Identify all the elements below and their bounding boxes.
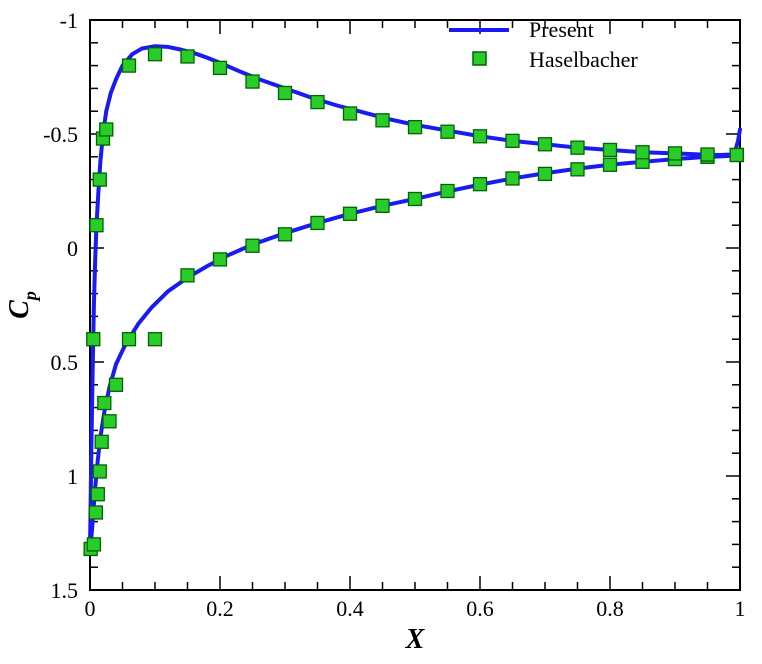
haselbacher-marker: [103, 415, 116, 428]
haselbacher-marker: [604, 143, 617, 156]
haselbacher-marker: [95, 435, 108, 448]
haselbacher-marker: [149, 48, 162, 61]
x-tick-label: 0.8: [596, 596, 624, 621]
haselbacher-marker: [246, 75, 259, 88]
haselbacher-marker: [376, 114, 389, 127]
haselbacher-marker: [474, 130, 487, 143]
legend-label-present: Present: [529, 17, 594, 42]
haselbacher-marker: [279, 228, 292, 241]
haselbacher-marker: [123, 59, 136, 72]
haselbacher-marker: [87, 538, 100, 551]
haselbacher-marker: [214, 61, 227, 74]
haselbacher-marker: [181, 50, 194, 63]
haselbacher-marker: [246, 239, 259, 252]
y-tick-label: 0: [67, 236, 78, 261]
x-tick-label: 0.4: [336, 596, 364, 621]
y-tick-label: 1: [67, 464, 78, 489]
haselbacher-marker: [93, 173, 106, 186]
haselbacher-marker: [123, 333, 136, 346]
x-tick-label: 0.2: [206, 596, 234, 621]
haselbacher-marker: [149, 333, 162, 346]
haselbacher-marker: [409, 192, 422, 205]
haselbacher-marker: [701, 148, 714, 161]
haselbacher-marker: [100, 123, 113, 136]
haselbacher-marker: [344, 107, 357, 120]
haselbacher-marker: [87, 333, 100, 346]
chart-svg: 00.20.40.60.81-1-0.500.511.5XCpPresentHa…: [0, 0, 762, 664]
haselbacher-marker: [636, 146, 649, 159]
haselbacher-marker: [409, 121, 422, 134]
haselbacher-marker: [90, 219, 103, 232]
haselbacher-marker: [311, 96, 324, 109]
haselbacher-marker: [506, 134, 519, 147]
haselbacher-marker: [474, 178, 487, 191]
haselbacher-marker: [571, 163, 584, 176]
haselbacher-marker: [669, 147, 682, 160]
y-tick-label: -0.5: [43, 122, 78, 147]
haselbacher-marker: [376, 199, 389, 212]
x-tick-label: 1: [735, 596, 746, 621]
haselbacher-marker: [344, 207, 357, 220]
haselbacher-marker: [604, 158, 617, 171]
haselbacher-marker: [110, 378, 123, 391]
legend-marker-sample: [473, 52, 486, 65]
haselbacher-marker: [181, 269, 194, 282]
y-tick-label: 0.5: [51, 350, 79, 375]
haselbacher-marker: [98, 397, 111, 410]
haselbacher-marker: [89, 506, 102, 519]
haselbacher-marker: [279, 86, 292, 99]
x-axis-title: X: [405, 624, 426, 655]
haselbacher-marker: [571, 141, 584, 154]
haselbacher-marker: [214, 253, 227, 266]
x-tick-label: 0.6: [466, 596, 494, 621]
haselbacher-marker: [506, 172, 519, 185]
haselbacher-marker: [539, 167, 552, 180]
y-tick-label: -1: [60, 8, 78, 33]
haselbacher-marker: [441, 125, 454, 138]
haselbacher-marker: [441, 185, 454, 198]
legend-label-haselbacher: Haselbacher: [529, 47, 638, 72]
cp-chart: 00.20.40.60.81-1-0.500.511.5XCpPresentHa…: [0, 0, 762, 664]
haselbacher-marker: [539, 138, 552, 151]
x-tick-label: 0: [85, 596, 96, 621]
haselbacher-marker: [730, 148, 743, 161]
haselbacher-marker: [91, 488, 104, 501]
y-tick-label: 1.5: [51, 578, 79, 603]
haselbacher-marker: [93, 465, 106, 478]
haselbacher-marker: [311, 216, 324, 229]
